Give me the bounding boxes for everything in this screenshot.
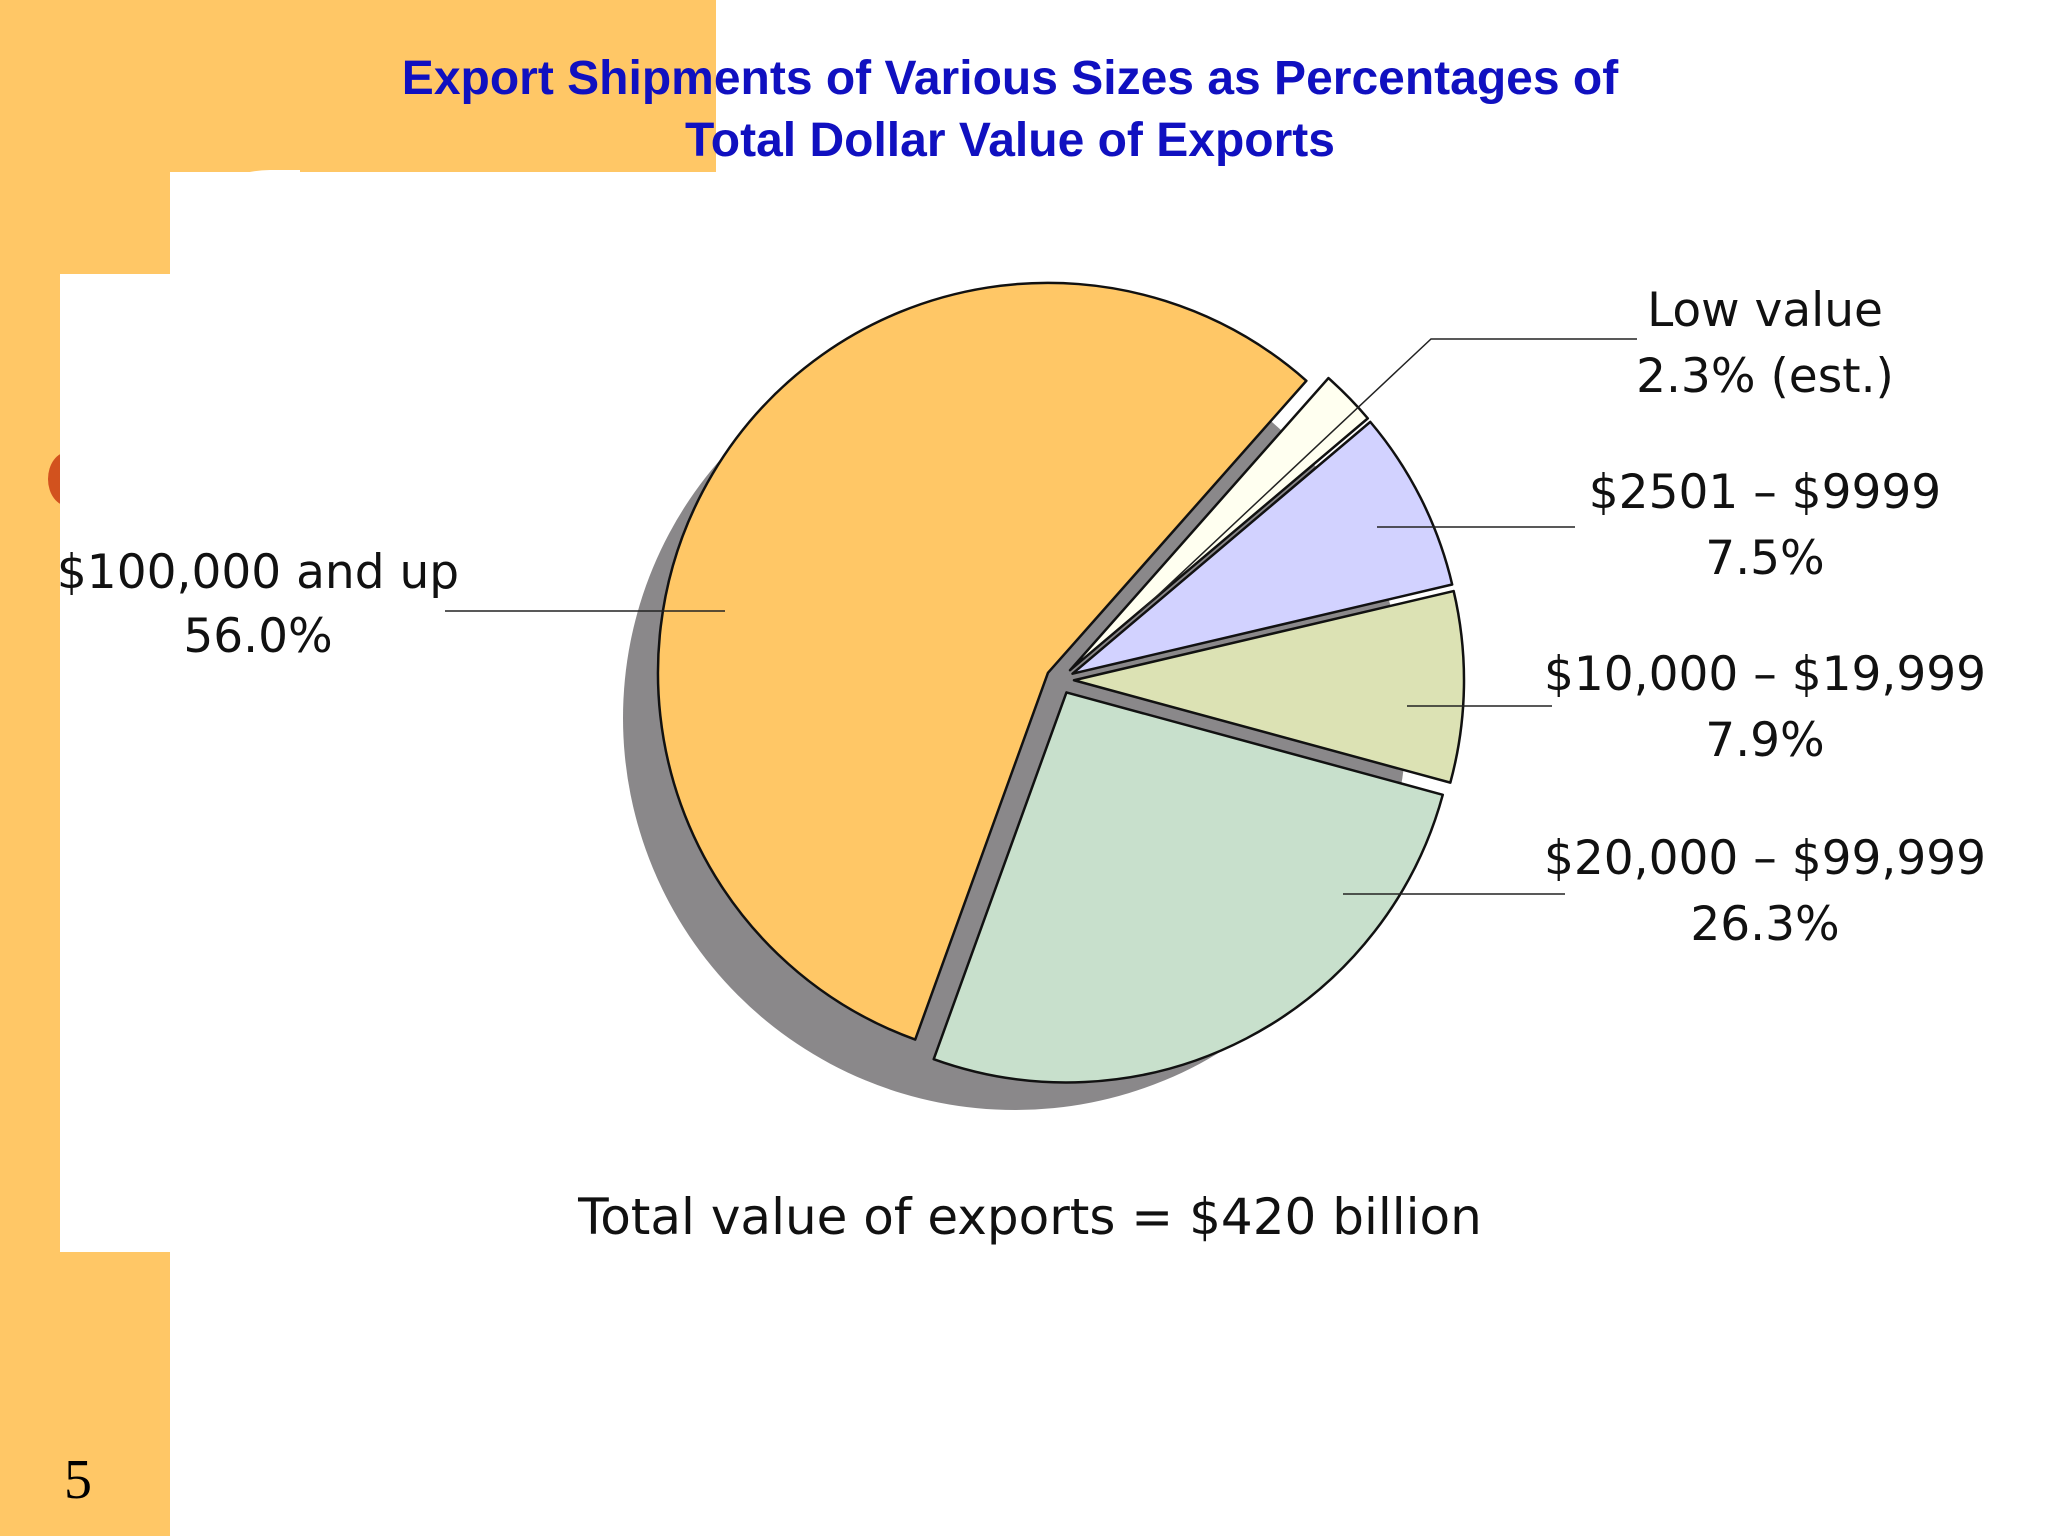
top-decor-band — [0, 0, 716, 172]
total-exports-note: Total value of exports = $420 billion — [578, 1188, 1482, 1246]
slide-number: 5 — [64, 1449, 92, 1511]
pie-slices — [656, 281, 1466, 1084]
pie-slice-2501 — [1071, 420, 1454, 675]
slice-label-low-value-value: 2.3% (est.) — [1636, 349, 1894, 404]
slice-label-10k-value: 7.9% — [1705, 713, 1824, 768]
pie-slice-20k — [932, 691, 1445, 1084]
slice-label-10k-name: $10,000 – $19,999 — [1544, 647, 1986, 702]
slice-label-low-value-name: Low value — [1647, 283, 1883, 338]
slice-label-20k-value: 26.3% — [1690, 897, 1839, 952]
slide-title-line-2: Total Dollar Value of Exports — [685, 114, 1335, 167]
slice-label-100k-value: 56.0% — [183, 609, 332, 664]
leader-line-low-value — [1139, 338, 1637, 613]
slice-label-20k-name: $20,000 – $99,999 — [1544, 831, 1986, 886]
pie-slice-low-value — [1068, 376, 1370, 672]
slice-label-2501-name: $2501 – $9999 — [1589, 465, 1941, 520]
pie-labels: $100,000 and up 56.0% Low value 2.3% (es… — [57, 283, 1986, 952]
slide-title-line-1: Export Shipments of Various Sizes as Per… — [401, 52, 1619, 105]
pie-slice-100k — [656, 281, 1308, 1041]
slice-label-2501-value: 7.5% — [1705, 531, 1824, 586]
slice-label-100k-name: $100,000 and up — [57, 545, 459, 600]
slide-title: Export Shipments of Various Sizes as Per… — [300, 48, 1720, 172]
bullet-dot-cover — [60, 430, 120, 530]
pie-slice-10k — [1072, 589, 1466, 784]
